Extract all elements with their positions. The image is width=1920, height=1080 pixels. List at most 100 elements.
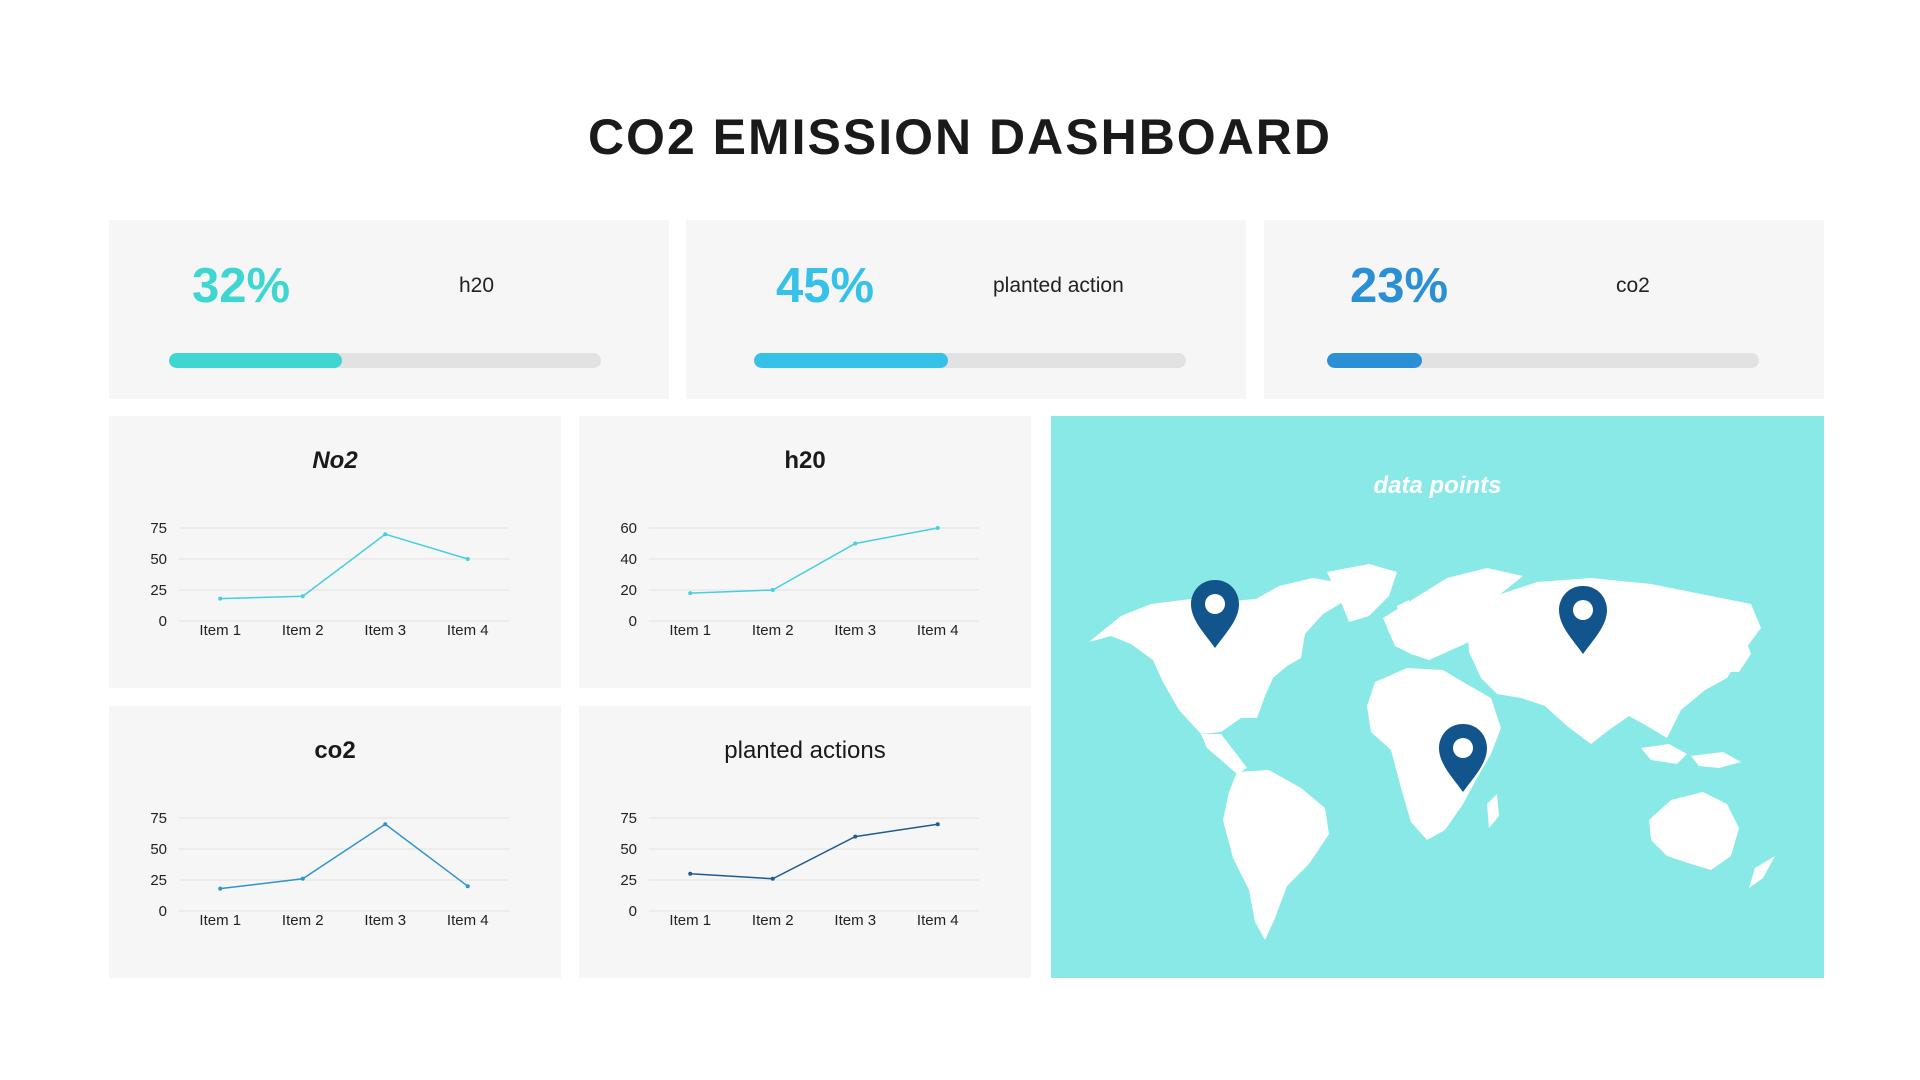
data-point: [770, 876, 775, 881]
x-tick-label: Item 4: [917, 912, 959, 929]
data-point: [218, 596, 223, 601]
kpi-card-h20: 32% h20: [109, 220, 669, 399]
chart-title: planted actions: [724, 737, 885, 764]
world-map: [1089, 564, 1775, 940]
kpi-progress-fill: [1327, 353, 1423, 368]
data-point: [300, 594, 305, 599]
map-pin-icon: [1191, 580, 1239, 648]
kpi-card-co2: 23% co2: [1264, 220, 1824, 399]
y-tick-label: 0: [159, 613, 167, 630]
y-tick-label: 40: [620, 551, 637, 568]
y-tick-label: 0: [629, 903, 637, 920]
y-tick-label: 75: [620, 810, 637, 827]
x-tick-label: Item 1: [669, 622, 711, 639]
y-tick-label: 75: [150, 810, 167, 827]
x-tick-label: Item 4: [447, 622, 489, 639]
x-tick-label: Item 3: [834, 912, 876, 929]
chart-card-co2: co2 0 25 50 75 Item 1 Item 2 Item 3 Item 4: [109, 706, 561, 978]
data-point: [688, 591, 693, 596]
y-tick-label: 0: [159, 903, 167, 920]
continent-new-zealand: [1749, 856, 1775, 888]
kpi-progress-track: [754, 353, 1186, 368]
kpi-progress-fill: [754, 353, 949, 368]
continent-north-america: [1089, 578, 1347, 734]
map-card: data points: [1051, 416, 1824, 978]
x-tick-label: Item 4: [447, 912, 489, 929]
line-chart-h20: h20 0 20 40 60 Item 1 Item 2 Item 3 Item 4: [620, 447, 979, 639]
x-tick-label: Item 2: [752, 912, 794, 929]
y-tick-label: 60: [620, 520, 637, 537]
data-point: [853, 834, 858, 839]
continent-australia: [1649, 792, 1739, 870]
x-tick-label: Item 3: [834, 622, 876, 639]
data-point: [218, 886, 223, 891]
y-tick-label: 0: [629, 613, 637, 630]
y-tick-label: 25: [150, 582, 167, 599]
x-tick-label: Item 1: [199, 622, 241, 639]
series-line-h20: [690, 527, 938, 594]
map-title: data points: [1373, 472, 1502, 499]
kpi-label: h20: [459, 274, 495, 297]
series-line-no2: [220, 533, 468, 600]
kpi-percent: 45%: [776, 259, 875, 313]
data-point: [383, 822, 388, 827]
kpi-label: planted action: [993, 274, 1124, 297]
line-chart-no2: No2 0 25 50 75 Item 1 Item 2 Item 3 Item 4: [150, 447, 509, 639]
x-tick-label: Item 2: [282, 912, 324, 929]
kpi-label: co2: [1616, 274, 1650, 297]
data-point: [383, 532, 388, 537]
kpi-progress-fill: [169, 353, 342, 368]
line-chart-co2: co2 0 25 50 75 Item 1 Item 2 Item 3 Item 4: [150, 737, 509, 929]
chart-card-no2: No2 0 25 50 75 Item 1 Item 2 Item 3 Item 4: [109, 416, 561, 688]
data-point: [300, 876, 305, 881]
x-tick-label: Item 3: [364, 912, 406, 929]
chart-card-h20: h20 0 20 40 60 Item 1 Item 2 Item 3 Item 4: [579, 416, 1031, 688]
continent-indonesia-east: [1691, 752, 1741, 768]
world-map-land: [1089, 564, 1775, 940]
x-tick-label: Item 3: [364, 622, 406, 639]
data-point: [688, 871, 693, 876]
kpi-progress-track: [169, 353, 601, 368]
continent-greenland: [1327, 564, 1397, 622]
kpi-percent: 32%: [192, 259, 291, 313]
x-tick-label: Item 1: [199, 912, 241, 929]
y-tick-label: 25: [620, 872, 637, 889]
continent-central-america: [1201, 734, 1247, 774]
chart-card-planted-actions: planted actions 0 25 50 75 Item 1 Item 2 Item 3…: [579, 706, 1031, 978]
data-point: [853, 541, 858, 546]
x-tick-label: Item 2: [752, 622, 794, 639]
continent-europe: [1383, 568, 1523, 660]
chart-title: co2: [314, 737, 355, 764]
data-point: [465, 557, 470, 561]
chart-title: h20: [784, 447, 825, 474]
kpi-progress-track: [1327, 353, 1759, 368]
continent-indonesia: [1641, 744, 1687, 764]
map-pin-icon: [1439, 724, 1487, 792]
x-tick-label: Item 1: [669, 912, 711, 929]
map-pin-icon: [1559, 586, 1607, 654]
page-title: CO2 EMISSION DASHBOARD: [587, 109, 1333, 165]
x-tick-label: Item 2: [282, 622, 324, 639]
y-tick-label: 75: [150, 520, 167, 537]
continent-madagascar: [1487, 794, 1499, 828]
data-point: [770, 588, 775, 592]
series-line-co2: [220, 823, 469, 890]
y-tick-label: 50: [150, 841, 167, 858]
data-point: [935, 822, 940, 827]
continent-south-america: [1223, 770, 1329, 940]
kpi-percent: 23%: [1350, 259, 1449, 313]
y-tick-label: 20: [620, 582, 637, 599]
x-tick-label: Item 4: [917, 622, 959, 639]
continent-asia: [1467, 578, 1761, 744]
data-point: [465, 884, 470, 889]
chart-title: No2: [312, 447, 358, 474]
kpi-card-planted-action: 45% planted action: [686, 220, 1246, 399]
y-tick-label: 25: [150, 872, 167, 889]
series-line-planted-actions: [690, 823, 938, 880]
data-point: [935, 526, 940, 530]
continent-japan: [1727, 638, 1751, 672]
continent-uk: [1397, 600, 1411, 622]
line-chart-planted-actions: planted actions 0 25 50 75 Item 1 Item 2 Item 3…: [620, 737, 979, 929]
y-tick-label: 50: [620, 841, 637, 858]
continent-africa: [1367, 668, 1501, 840]
